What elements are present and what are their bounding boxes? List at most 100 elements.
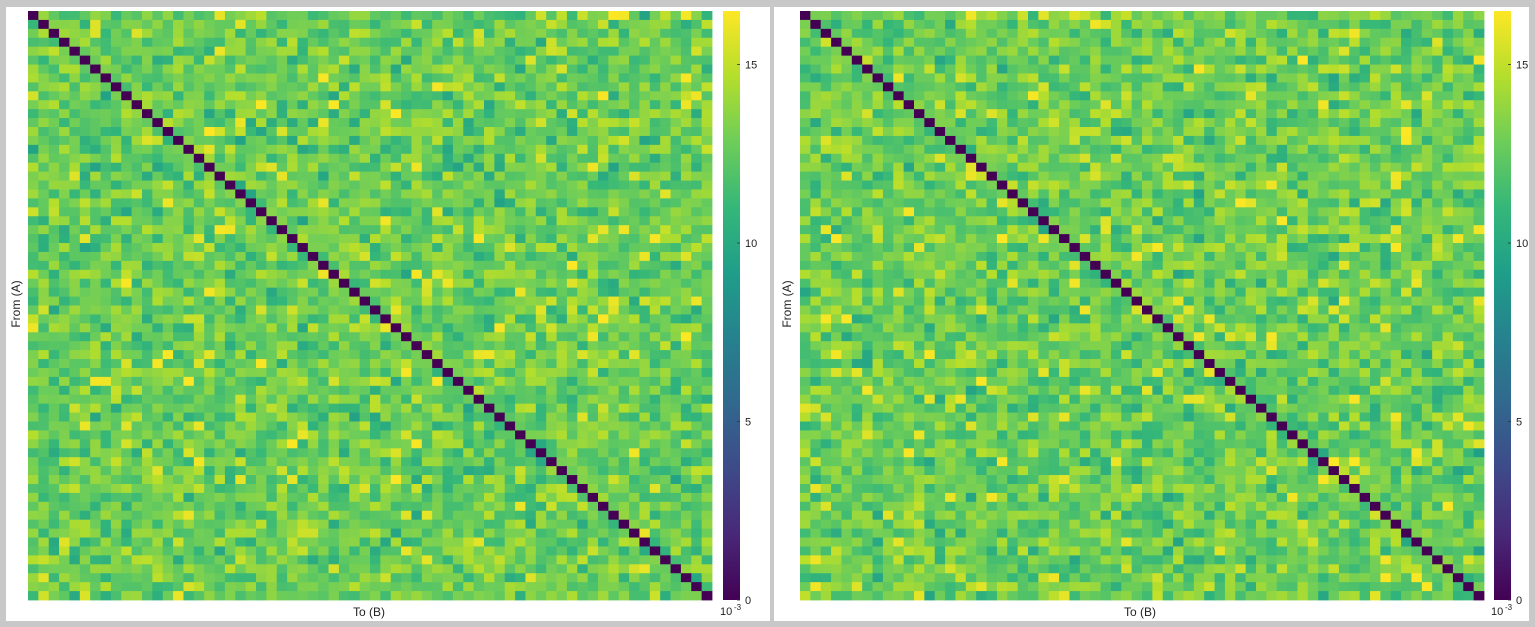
heatmap-cell	[38, 46, 50, 57]
heatmap-cell	[525, 234, 537, 244]
heatmap-cell	[504, 11, 516, 21]
heatmap-cell	[152, 367, 164, 378]
heatmap-cell	[266, 260, 278, 271]
heatmap-cell	[121, 403, 133, 413]
heatmap-cell	[546, 269, 557, 280]
heatmap-cell	[214, 403, 226, 413]
heatmap-cell	[100, 466, 112, 476]
heatmap-cell	[577, 251, 589, 262]
heatmap-cell	[546, 457, 557, 467]
heatmap-cell	[525, 260, 537, 271]
heatmap-cell	[28, 492, 39, 503]
heatmap-cell	[401, 350, 412, 360]
heatmap-cell	[390, 510, 402, 521]
heatmap-cell	[577, 483, 589, 494]
heatmap-cell	[48, 305, 60, 315]
heatmap-cell	[473, 243, 485, 253]
heatmap-cell	[245, 528, 257, 538]
heatmap-cell	[504, 582, 516, 592]
heatmap-cell	[494, 430, 506, 440]
heatmap-cell	[515, 359, 526, 369]
heatmap-cell	[173, 171, 184, 181]
heatmap-cell	[1276, 55, 1288, 65]
heatmap-cell	[421, 519, 433, 529]
heatmap-cell	[515, 180, 526, 190]
heatmap-cell	[79, 305, 91, 315]
heatmap-cell	[69, 91, 81, 101]
heatmap-cell	[152, 180, 164, 190]
heatmap-cell	[1432, 11, 1443, 21]
heatmap-cell	[1204, 82, 1215, 92]
heatmap-cell	[587, 100, 599, 110]
heatmap-cell	[224, 251, 236, 262]
heatmap-cell	[546, 278, 557, 289]
heatmap-cell	[494, 483, 506, 494]
heatmap-cell	[442, 260, 454, 271]
heatmap-cell	[670, 216, 682, 226]
heatmap-cell	[442, 287, 454, 297]
heatmap-cell	[193, 11, 205, 21]
heatmap-cell	[473, 55, 485, 65]
heatmap-cell	[380, 55, 392, 65]
heatmap-cell	[629, 171, 640, 181]
heatmap-cell	[660, 234, 671, 244]
heatmap-cell	[193, 341, 205, 351]
heatmap-cell	[256, 64, 267, 74]
heatmap-cell	[349, 64, 361, 74]
heatmap-cell	[566, 11, 578, 21]
heatmap-cell	[287, 11, 298, 21]
heatmap-cell	[121, 430, 133, 440]
heatmap-cell	[235, 385, 247, 396]
heatmap-cell	[484, 269, 495, 280]
heatmap-cell	[670, 55, 682, 65]
heatmap-cell	[142, 296, 153, 306]
heatmap-cell	[1090, 82, 1101, 92]
heatmap-cell	[142, 225, 153, 235]
heatmap-cell	[287, 225, 298, 235]
heatmap-cell	[266, 144, 278, 155]
colorbar-tick-label: 5	[745, 417, 751, 429]
heatmap-cell	[1142, 64, 1153, 74]
heatmap-cell	[131, 153, 143, 164]
heatmap-cell	[1452, 64, 1464, 74]
heatmap-cell	[328, 350, 340, 360]
heatmap-cell	[328, 55, 340, 65]
heatmap-cell	[701, 118, 713, 128]
heatmap-cell	[546, 234, 557, 244]
heatmap-cell	[1307, 11, 1319, 21]
heatmap-cell	[1100, 64, 1112, 74]
heatmap-cell	[463, 492, 475, 503]
heatmap-cell	[504, 412, 516, 422]
heatmap-cell	[473, 198, 485, 208]
heatmap-cell	[1079, 37, 1091, 48]
heatmap-cell	[1328, 11, 1340, 21]
heatmap-cell	[691, 216, 703, 226]
heatmap-cell	[256, 118, 267, 128]
heatmap-cell	[556, 475, 568, 485]
heatmap-cell	[183, 269, 195, 280]
heatmap-cell	[131, 278, 143, 289]
heatmap-cell	[680, 19, 692, 30]
heatmap-cell	[79, 367, 91, 378]
heatmap-cell	[463, 46, 475, 57]
heatmap-cell	[266, 234, 278, 244]
heatmap-cell	[546, 528, 557, 538]
heatmap-cell	[432, 305, 443, 315]
heatmap-cell	[338, 439, 350, 449]
heatmap-cell	[556, 305, 568, 315]
heatmap-cell	[546, 591, 557, 601]
heatmap-cell	[79, 37, 91, 48]
heatmap-cell	[214, 510, 226, 521]
heatmap-cell	[235, 225, 247, 235]
heatmap-cell	[401, 403, 412, 413]
heatmap-cell	[691, 582, 703, 592]
heatmap-cell	[618, 55, 630, 65]
heatmap-cell	[152, 118, 164, 128]
heatmap-cell	[162, 91, 174, 101]
heatmap-cell	[401, 144, 412, 155]
heatmap-cell	[121, 501, 133, 512]
heatmap-cell	[193, 564, 205, 574]
heatmap-cell	[28, 189, 39, 199]
heatmap-cell	[142, 475, 153, 485]
heatmap-cell	[256, 153, 267, 164]
